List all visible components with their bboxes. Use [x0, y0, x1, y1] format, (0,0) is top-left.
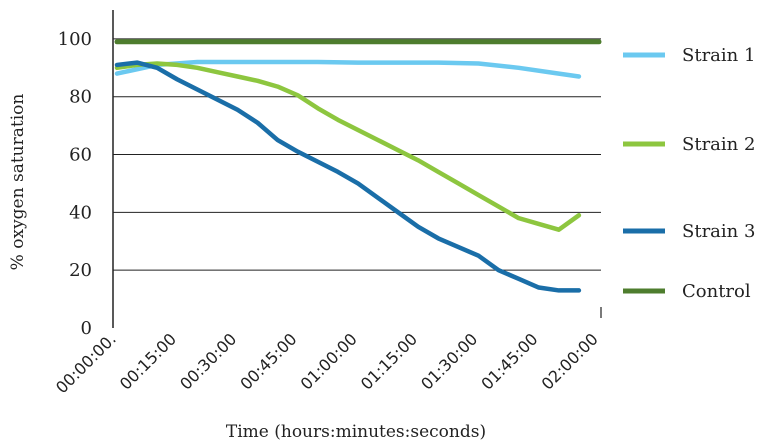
y-tick-labels: 0 20 40 60 80 100 [58, 29, 92, 339]
series-line-strain-1 [114, 59, 582, 79]
x-tick-label: 01:00:00 [297, 329, 361, 393]
y-tick-label: 80 [69, 87, 92, 108]
series-lines [114, 39, 602, 293]
axes [112, 10, 602, 328]
y-tick-label: 100 [58, 29, 92, 50]
x-tick-label: 00:00:00. [52, 329, 120, 397]
x-tick-label: 00:30:00 [176, 329, 240, 393]
y-tick-label: 60 [69, 145, 92, 166]
legend-label: Strain 2 [682, 134, 755, 155]
gridlines [113, 38, 601, 271]
x-tick-label: 00:45:00 [236, 329, 300, 393]
x-tick-label: 02:00:00 [538, 329, 602, 393]
x-tick-label: 01:30:00 [417, 329, 481, 393]
y-tick-label: 40 [69, 202, 92, 223]
series-line-strain-2 [114, 61, 582, 232]
legend-label: Strain 3 [682, 221, 755, 242]
y-tick-label: 20 [69, 260, 92, 281]
x-tick-labels: 00:00:00.00:15:0000:30:0000:45:0001:00:0… [52, 329, 602, 397]
series-line-strain-3 [114, 60, 582, 293]
x-axis-label: Time (hours:minutes:seconds) [226, 422, 486, 442]
x-tick-label: 01:15:00 [357, 329, 421, 393]
y-tick-label: 0 [81, 318, 92, 339]
legend-label: Strain 1 [682, 45, 755, 66]
x-tick-label: 00:15:00 [116, 329, 180, 393]
legend-label: Control [682, 281, 751, 302]
legend: Strain 1 Strain 2 Strain 3 Control [623, 45, 755, 302]
x-tick-label: 01:45:00 [477, 329, 541, 393]
y-axis-label: % oxygen saturation [8, 94, 28, 271]
